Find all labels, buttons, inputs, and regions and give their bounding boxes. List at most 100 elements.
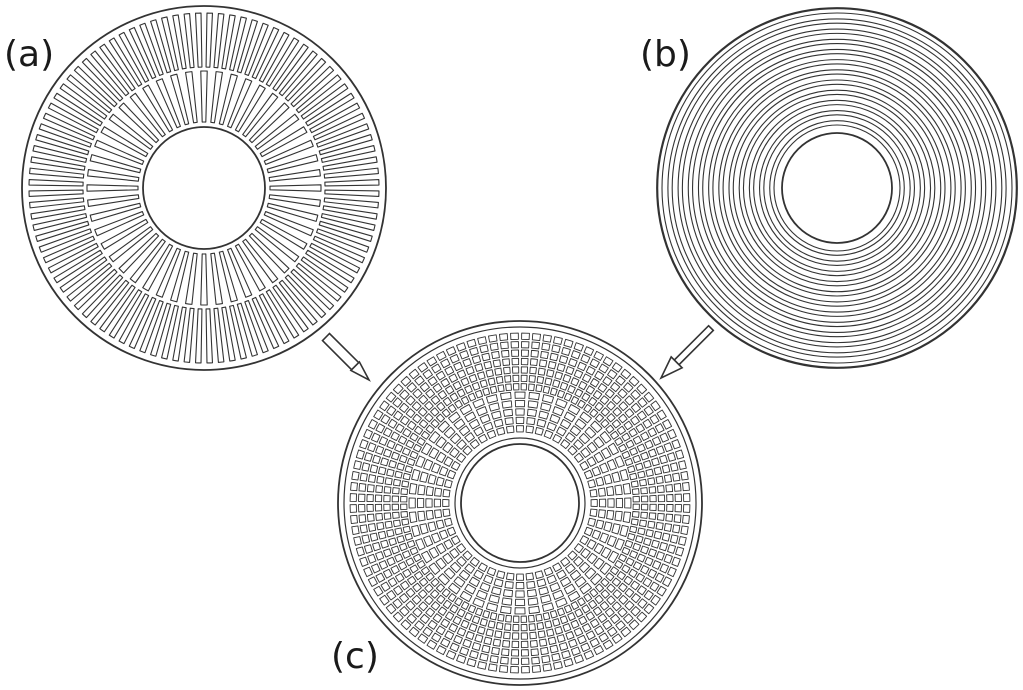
disc-c-cell xyxy=(437,390,448,400)
disc-c-cell xyxy=(561,650,571,660)
disc-c-cell xyxy=(512,383,520,391)
disc-c-cell xyxy=(460,395,470,405)
disc-a-inner-slot xyxy=(248,102,290,144)
disc-c-cell xyxy=(417,362,429,373)
disc-c-cell xyxy=(598,632,609,643)
disc-c-cell xyxy=(497,613,505,622)
disc-c-cell xyxy=(465,366,475,376)
disc-c-cell xyxy=(449,604,459,614)
disc-c-cell xyxy=(366,503,374,512)
disc-c-cell xyxy=(552,618,561,627)
disc-c-cell xyxy=(462,445,473,456)
disc-c-cell xyxy=(611,601,622,612)
disc-c-cell xyxy=(559,576,572,588)
disc-c-cell xyxy=(442,396,452,407)
disc-c-cell xyxy=(492,359,502,368)
disc-b-ring-outer xyxy=(697,48,977,328)
disc-c-cell xyxy=(495,376,504,384)
disc-c-cell xyxy=(424,595,434,605)
disc-c-cell xyxy=(383,503,391,512)
disc-c-cell xyxy=(445,650,457,660)
disc-c-cell xyxy=(469,346,479,356)
disc-c-cell xyxy=(570,646,581,656)
disc-c-cell xyxy=(561,346,571,356)
disc-c-cell xyxy=(588,396,598,407)
disc-c-cell xyxy=(380,539,389,549)
disc-c-cell xyxy=(400,511,409,518)
disc-c-cell xyxy=(413,425,424,435)
disc-c-cell xyxy=(527,400,539,409)
disc-c-cell xyxy=(400,503,408,511)
disc-c-cell xyxy=(496,570,506,579)
disc-b-hole xyxy=(781,132,893,244)
disc-c-cell xyxy=(428,562,441,575)
disc-c-cell xyxy=(375,572,386,583)
disc-c-cell xyxy=(416,497,425,509)
disc-c-cell xyxy=(384,520,393,529)
disc-c-cell xyxy=(414,375,425,386)
disc-c-cell xyxy=(672,472,681,482)
disc-c-cell xyxy=(450,460,461,471)
disc-c-cell xyxy=(434,509,443,519)
disc-c-cell xyxy=(540,402,552,412)
disc-c-cell xyxy=(544,377,553,386)
disc-c-cell xyxy=(477,562,488,573)
disc-c-cell xyxy=(488,402,500,412)
disc-c-cell xyxy=(647,520,656,529)
disc-c-cell xyxy=(426,356,438,367)
disc-c-cell xyxy=(659,454,668,465)
disc-c-cell xyxy=(471,355,482,364)
disc-a-outer-slot xyxy=(66,74,113,114)
disc-c-cell xyxy=(400,415,410,426)
disc-c-cell xyxy=(578,380,588,391)
disc-c-cell xyxy=(420,566,430,576)
disc-c-cell xyxy=(546,574,557,585)
disc-c-cell xyxy=(528,614,535,623)
disc-c-cell xyxy=(600,546,612,559)
disc-c-cell xyxy=(627,532,636,541)
disc-a-inner-slot xyxy=(155,247,181,298)
disc-c-cell xyxy=(412,443,422,453)
disc-c-cell xyxy=(489,385,498,394)
disc-c-cell xyxy=(611,523,621,535)
disc-c-cell xyxy=(552,589,564,600)
disc-a-inner-slot xyxy=(94,139,145,165)
disc-c-cell xyxy=(594,370,605,381)
disc-c-cell xyxy=(512,623,520,632)
disc-c-cell xyxy=(565,432,576,443)
disc-c-cell xyxy=(515,581,525,590)
disc-c-cell xyxy=(526,417,536,426)
disc-c-cell xyxy=(511,366,520,374)
disc-c-cell xyxy=(643,405,654,416)
disc-c-cell xyxy=(577,399,586,409)
disc-a-outer-slot xyxy=(53,92,103,127)
disc-c-cell xyxy=(615,620,626,631)
disc-c-cell xyxy=(444,611,455,621)
disc-c-cell xyxy=(603,474,613,485)
disc-c-cell xyxy=(614,538,625,551)
disc-c-cell xyxy=(584,567,597,580)
disc-c-cell xyxy=(534,570,544,579)
disc-c-cell xyxy=(419,471,429,483)
disc-c-cell xyxy=(359,524,368,534)
disc-c-cell xyxy=(597,487,606,497)
disc-c-cell xyxy=(540,351,549,360)
disc-c-cell xyxy=(669,534,679,544)
disc-c-cell xyxy=(663,553,673,564)
disc-a-outer-slot xyxy=(81,57,124,102)
disc-c-cell xyxy=(606,510,615,520)
disc-c-cell xyxy=(589,488,598,498)
disc-c-cell xyxy=(543,566,554,577)
disc-c-cell xyxy=(573,627,584,637)
disc-c-cell xyxy=(474,607,484,617)
disc-b-ring-outer xyxy=(708,59,966,317)
disc-c-cell xyxy=(555,597,568,608)
disc-c-cell xyxy=(449,548,460,559)
disc-c-cell xyxy=(436,645,447,656)
disc-c-cell xyxy=(515,416,525,425)
disc-c-cell xyxy=(654,423,665,434)
disc-c-cell xyxy=(493,418,504,428)
disc-a-outer-slot xyxy=(118,31,150,83)
disc-c-cell xyxy=(674,493,682,502)
disc-c-cell xyxy=(562,373,572,383)
